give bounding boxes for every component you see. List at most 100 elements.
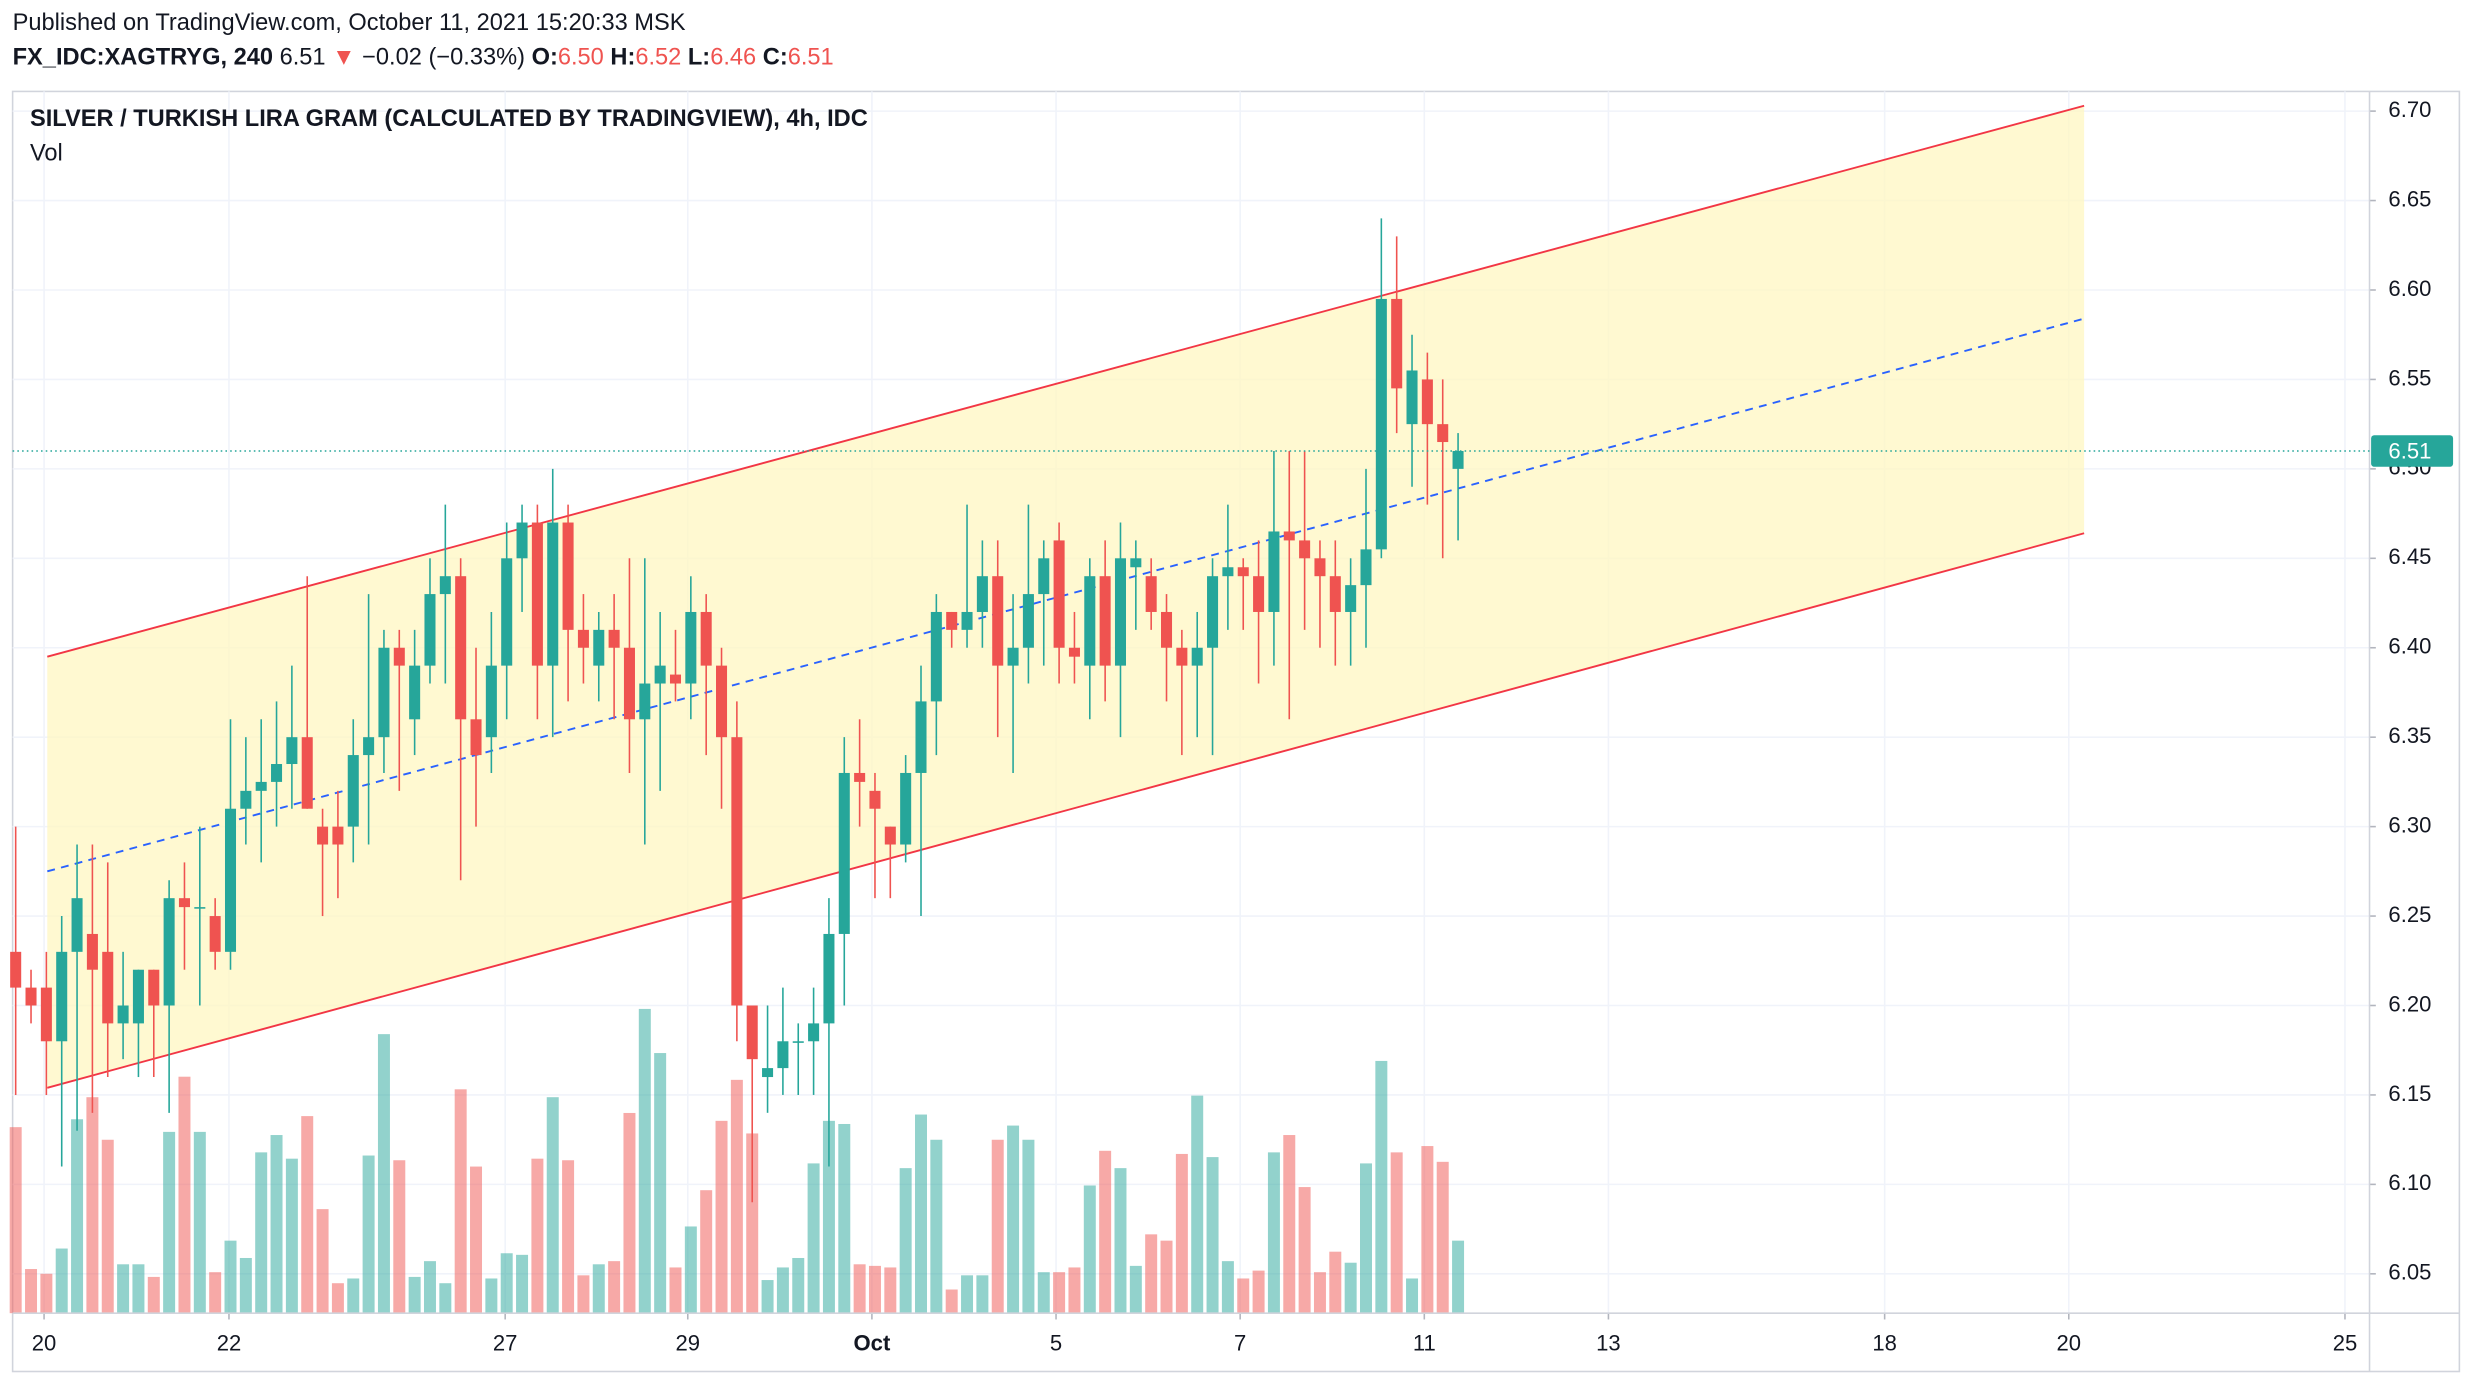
candle-body <box>286 737 298 765</box>
candle-body <box>71 898 83 952</box>
candle-body <box>884 826 896 845</box>
candle-body <box>593 629 605 666</box>
channel-middle <box>47 317 2085 873</box>
channel-lower <box>47 532 2085 1089</box>
h-key: H: <box>610 45 635 71</box>
candle-body <box>209 916 221 952</box>
candle-body <box>838 772 850 934</box>
volume-bar <box>669 1267 682 1314</box>
y-tick-label: 6.20 <box>2388 991 2431 1016</box>
candle-body <box>516 522 528 559</box>
volume-bar <box>1390 1152 1403 1314</box>
candle-body <box>792 1041 804 1043</box>
candle-body <box>409 665 421 720</box>
volume-bar <box>101 1139 114 1314</box>
x-tick-label: Oct <box>854 1331 891 1356</box>
candle-body <box>669 674 682 684</box>
volume-bar <box>1329 1251 1342 1314</box>
candle-body <box>393 647 405 666</box>
volume-bar <box>255 1152 268 1314</box>
volume-bar <box>1083 1185 1096 1314</box>
volume-bar <box>393 1160 406 1314</box>
volume-bar <box>193 1131 206 1314</box>
volume-bar <box>1068 1267 1081 1314</box>
candle-body <box>900 772 912 845</box>
candle-body <box>869 790 881 809</box>
volume-bar <box>71 1119 84 1314</box>
volume-bar <box>285 1158 298 1314</box>
candle-body <box>1053 540 1065 648</box>
l-key: L: <box>688 45 710 71</box>
x-tick-label: 22 <box>217 1331 242 1356</box>
volume-bar <box>470 1166 483 1314</box>
volume-bar <box>1160 1240 1173 1314</box>
volume-bar <box>592 1264 605 1314</box>
candle-body <box>808 1023 820 1042</box>
candle-body <box>132 969 144 1024</box>
x-tick-label: 7 <box>1234 1331 1246 1356</box>
volume-bar <box>40 1273 53 1314</box>
volume-bar <box>853 1264 866 1314</box>
candle-body <box>1084 576 1096 666</box>
candle-body <box>485 665 497 738</box>
candle-body <box>1360 549 1372 586</box>
c-value: 6.51 <box>788 45 834 71</box>
x-tick-label: 11 <box>1413 1331 1436 1356</box>
volume-bar <box>178 1076 191 1314</box>
last: 6.51 <box>280 45 326 71</box>
volume-bar <box>1237 1278 1250 1314</box>
candle-body <box>317 826 329 845</box>
volume-bar <box>209 1272 222 1314</box>
arrow: ▼ <box>332 45 355 71</box>
volume-bar <box>316 1209 329 1314</box>
candle-body <box>762 1068 774 1078</box>
candle-body <box>439 576 451 595</box>
candle-body <box>1437 424 1449 443</box>
candle-body <box>976 576 988 612</box>
volume-bar <box>1360 1163 1372 1314</box>
volume-bar <box>1421 1146 1434 1314</box>
candle-body <box>25 987 37 1006</box>
volume-bar <box>1298 1187 1311 1314</box>
candle-body <box>56 951 68 1042</box>
candle-body <box>654 665 666 684</box>
candle-body <box>10 951 22 988</box>
x-tick-label: 29 <box>675 1331 700 1356</box>
published: Published on TradingView.com, October 11… <box>13 10 686 36</box>
candle-body <box>746 1005 758 1060</box>
candle-body <box>178 898 190 908</box>
volume-bar <box>991 1139 1004 1314</box>
candle-body <box>148 969 160 1006</box>
volume-bar <box>623 1112 636 1314</box>
candle-body <box>255 781 267 791</box>
candle-body <box>1222 567 1234 577</box>
candle-body <box>424 594 436 666</box>
volume-bar <box>746 1133 759 1314</box>
volume-bar <box>868 1265 881 1314</box>
candle-body <box>1314 558 1326 577</box>
volume <box>9 1008 1465 1314</box>
candle-body <box>1268 531 1280 612</box>
volume-bar <box>638 1008 651 1314</box>
volume-bar <box>899 1168 912 1314</box>
volume-bar <box>485 1278 498 1314</box>
candle-body <box>731 737 743 1006</box>
volume-bar <box>1252 1270 1265 1314</box>
candle-body <box>163 898 175 1006</box>
volume-bar <box>730 1079 743 1314</box>
volume-bar <box>776 1267 789 1314</box>
y-tick-label: 6.60 <box>2388 276 2431 301</box>
candle-body <box>823 933 835 1024</box>
volume-bar <box>884 1267 897 1314</box>
volume-bar <box>546 1097 559 1314</box>
volume-bar <box>132 1264 145 1314</box>
candle-body <box>117 1005 129 1024</box>
channel-fill <box>47 105 2085 1088</box>
candle-body <box>1130 558 1142 568</box>
volume-bar <box>976 1275 989 1314</box>
volume-bar <box>1191 1095 1204 1314</box>
volume-bar <box>1007 1125 1020 1314</box>
candle-body <box>961 611 973 630</box>
volume-bar <box>608 1261 621 1314</box>
